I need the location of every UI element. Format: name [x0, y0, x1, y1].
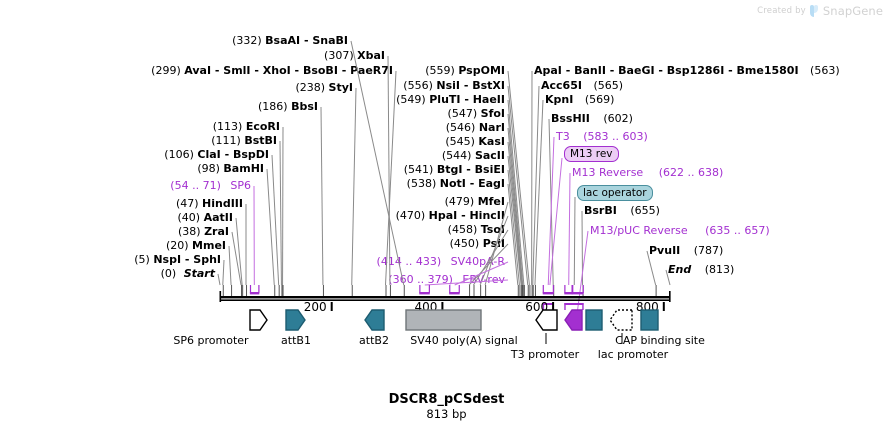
enzyme-label-hpaI[interactable]: (470) HpaI - HincII — [395, 209, 505, 222]
feature-label-attb2[interactable]: attB2 — [359, 334, 389, 347]
enzyme-label-aatII[interactable]: (40) AatII — [177, 211, 233, 224]
enzyme-label-bssHII[interactable]: BssHII (602) — [551, 112, 633, 125]
primer-label-t3[interactable]: T3 (583 .. 603) — [556, 130, 648, 143]
feature-sp6-promoter[interactable] — [249, 309, 268, 331]
enzyme-label-mmeI[interactable]: (20) MmeI — [165, 239, 226, 252]
feature-m13-rev[interactable] — [564, 309, 583, 331]
enzyme-label-hindIII[interactable]: (47) HindIII — [175, 197, 243, 210]
feature-cap-binding-site[interactable] — [640, 309, 659, 331]
feature-t3-promoter[interactable] — [535, 309, 558, 331]
enzyme-label-tsoI[interactable]: (458) TsoI — [447, 223, 505, 236]
plasmid-title: DSCR8_pCSdest — [388, 392, 505, 407]
feature-label-t3-promoter[interactable]: T3 promoter — [510, 348, 580, 361]
enzyme-label-kpnI[interactable]: KpnI (569) — [545, 93, 615, 106]
ruler-tick-200: 200 — [304, 300, 327, 314]
primer-label-m13-puc-reverse[interactable]: M13/pUC Reverse (635 .. 657) — [590, 224, 770, 237]
snapgene-watermark: Created by SnapGene — [757, 4, 883, 18]
enzyme-label-nsiI[interactable]: (556) NsiI - BstXI — [403, 79, 505, 92]
primer-badge-m13-rev[interactable]: M13 rev — [564, 146, 619, 162]
enzyme-label-bsaAI[interactable]: (332) BsaAI - SnaBI — [232, 34, 348, 47]
enzyme-label-zraI[interactable]: (38) ZraI — [177, 225, 229, 238]
enzyme-label-styI[interactable]: (238) StyI — [295, 81, 353, 94]
primer-label-m13-reverse[interactable]: M13 Reverse (622 .. 638) — [572, 166, 724, 179]
snapgene-leaf-icon — [809, 5, 819, 17]
enzyme-label-bsrBI[interactable]: BsrBI (655) — [584, 204, 660, 217]
primer-label-sv40pa-r[interactable]: (414 .. 433) SV40pA-R — [376, 255, 505, 268]
feature-sv40-polya[interactable] — [405, 309, 482, 331]
feature-label-attb1[interactable]: attB1 — [281, 334, 311, 347]
feature-attb2[interactable] — [364, 309, 385, 331]
enzyme-label-ecoRI[interactable]: (113) EcoRI — [212, 120, 280, 133]
enzyme-label-kasI[interactable]: (545) KasI — [445, 135, 505, 148]
enzyme-label-sacII[interactable]: (544) SacII — [441, 149, 505, 162]
enzyme-label-pspOMI[interactable]: (559) PspOMI — [425, 64, 505, 77]
enzyme-label-avaI[interactable]: (299) AvaI - SmlI - XhoI - BsoBI - PaeR7… — [151, 64, 393, 77]
enzyme-label-xbaI[interactable]: (307) XbaI — [324, 49, 385, 62]
enzyme-label-mfeI[interactable]: (479) MfeI — [444, 195, 505, 208]
feature-badge-lac-operator[interactable]: lac operator — [577, 185, 653, 201]
enzyme-label-btgI[interactable]: (541) BtgI - BsiEI — [403, 163, 505, 176]
feature-lac-promoter[interactable] — [609, 309, 633, 331]
watermark-brand: SnapGene — [822, 4, 883, 18]
enzyme-label-pluTI[interactable]: (549) PluTI - HaeII — [396, 93, 505, 106]
primer-label-sp6[interactable]: (54 .. 71) SP6 — [170, 179, 251, 192]
terminus-label-start[interactable]: (0) Start — [160, 267, 215, 280]
feature-label-sp6-promoter[interactable]: SP6 promoter — [173, 334, 249, 347]
watermark-created-by: Created by — [757, 6, 806, 16]
enzyme-label-apaI[interactable]: ApaI - BanII - BaeGI - Bsp1286I - Bme158… — [534, 64, 840, 77]
enzyme-label-acc65I[interactable]: Acc65I (565) — [541, 79, 624, 92]
terminus-label-end[interactable]: End (813) — [668, 263, 735, 276]
enzyme-label-claI[interactable]: (106) ClaI - BspDI — [164, 148, 269, 161]
feature-label-lac-promoter[interactable]: lac promoter — [597, 348, 669, 361]
primer-label-ebv-rev[interactable]: (360 .. 379) EBV-rev — [388, 273, 505, 286]
feature-label-sv40-polya[interactable]: SV40 poly(A) signal — [410, 334, 518, 347]
enzyme-label-notI[interactable]: (538) NotI - EagI — [406, 177, 505, 190]
enzyme-label-psiI[interactable]: (450) PsiI — [449, 237, 505, 250]
enzyme-label-bamHI[interactable]: (98) BamHI — [197, 162, 264, 175]
enzyme-label-sfoI[interactable]: (547) SfoI — [447, 107, 505, 120]
feature-label-cap-binding-site[interactable]: CAP binding site — [615, 334, 705, 347]
feature-attb1[interactable] — [285, 309, 306, 331]
feature-lac-operator[interactable] — [585, 309, 603, 331]
enzyme-label-narI[interactable]: (546) NarI — [445, 121, 505, 134]
plasmid-length: 813 bp — [426, 407, 467, 421]
enzyme-label-nspI[interactable]: (5) NspI - SphI — [134, 253, 221, 266]
enzyme-label-pvuII[interactable]: PvuII (787) — [649, 244, 724, 257]
enzyme-label-bbsI[interactable]: (186) BbsI — [258, 100, 318, 113]
enzyme-label-bstBI[interactable]: (111) BstBI — [211, 134, 277, 147]
